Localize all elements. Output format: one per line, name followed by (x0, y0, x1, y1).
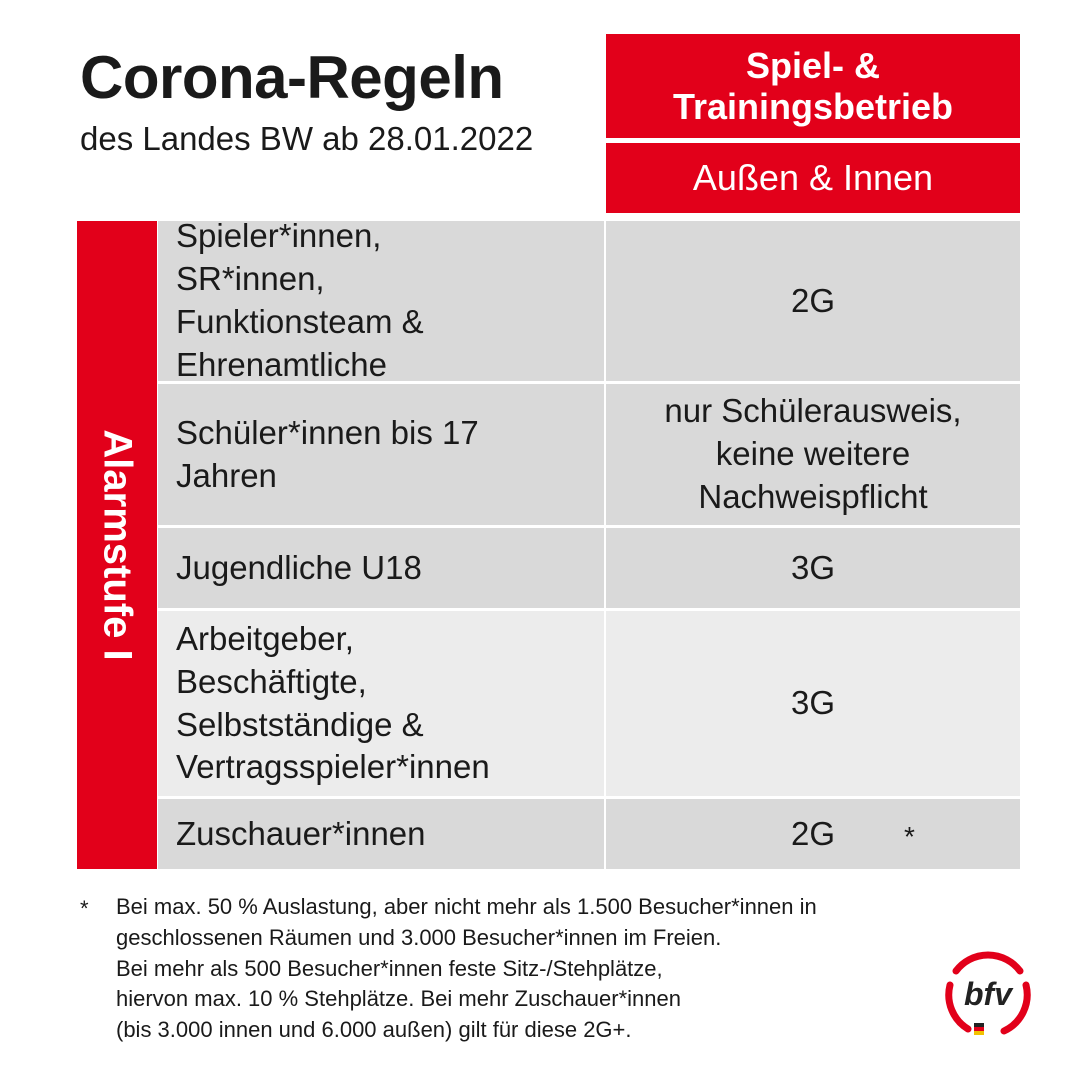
row-rule-cell: 3G (606, 528, 1020, 608)
footnote-line: geschlossenen Räumen und 3.000 Besucher*… (116, 924, 722, 950)
footnote-line: (bis 3.000 innen und 6.000 außen) gilt f… (116, 1017, 632, 1043)
row-group-cell: Spieler*innen, SR*innen, Funktionsteam &… (158, 217, 604, 383)
row-group-cell: Schüler*innen bis 17 Jahren (158, 384, 604, 525)
column-header-line1: Spiel- & (745, 44, 880, 86)
footnote-star: * (80, 896, 89, 921)
column-header-line2: Trainingsbetrieb (672, 86, 954, 127)
row-group-cell: Jugendliche U18 (158, 528, 604, 608)
table-row: Zuschauer*innen 2G * (158, 799, 1020, 869)
footnote-line: Bei mehr als 500 Besucher*innen feste Si… (116, 955, 663, 981)
bfv-logo-icon: bfv (945, 951, 1031, 1035)
table-row: Spieler*innen, SR*innen, Funktionsteam &… (158, 217, 1020, 383)
footnote-line: hiervon max. 10 % Stehplätze. Bei mehr Z… (116, 986, 681, 1012)
table-row: Jugendliche U18 3G (158, 528, 1020, 608)
row-rule-cell: 2G * (606, 799, 1020, 869)
logo-text: bfv (964, 976, 1014, 1012)
row-rule-cell: nur Schülerausweis, keine weitere Nachwe… (606, 384, 1020, 525)
alarm-level-label: Alarmstufe I (95, 429, 140, 661)
footnote-marker: * (904, 821, 915, 852)
table-row: Arbeitgeber, Beschäftigte, Selbstständig… (158, 611, 1020, 796)
column-header: Spiel- & Trainingsbetrieb (606, 34, 1020, 138)
table-row: Schüler*innen bis 17 Jahren nur Schülera… (158, 384, 1020, 525)
row-group-cell: Zuschauer*innen (158, 799, 604, 869)
page-title: Corona-Regeln (80, 44, 504, 111)
footnote-line: Bei max. 50 % Auslastung, aber nicht meh… (116, 894, 817, 919)
row-rule-text: 2G (790, 814, 836, 852)
footnote: * Bei max. 50 % Auslastung, aber nicht m… (80, 892, 920, 1046)
row-rule-cell: 3G (606, 611, 1020, 796)
page-subtitle: des Landes BW ab 28.01.2022 (80, 120, 534, 157)
column-subheader: Außen & Innen (606, 143, 1020, 213)
row-rule-cell: 2G (606, 221, 1020, 381)
row-group-cell: Arbeitgeber, Beschäftigte, Selbstständig… (158, 611, 604, 796)
alarm-level-band: Alarmstufe I (77, 221, 157, 869)
